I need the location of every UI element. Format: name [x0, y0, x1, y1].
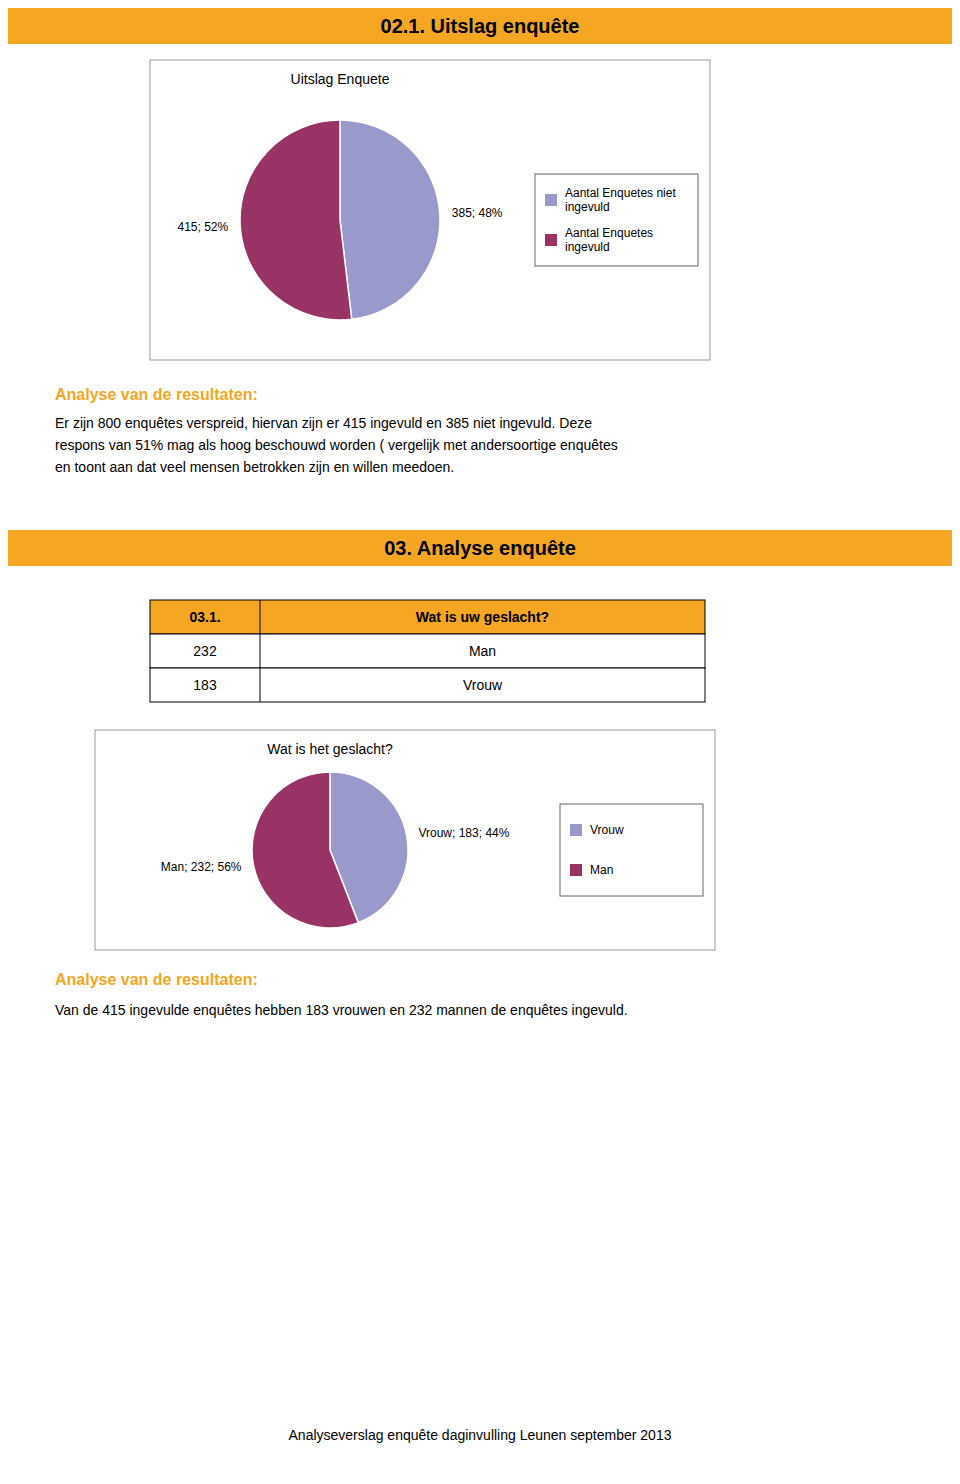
- pie-slice: [240, 120, 352, 320]
- table-divider: [260, 668, 261, 702]
- table-row: [150, 634, 705, 668]
- footer: Analyseverslag enquête daginvulling Leun…: [289, 1427, 672, 1443]
- table-cell: 232: [193, 643, 217, 659]
- analysis-heading: Analyse van de resultaten:: [55, 386, 258, 403]
- legend-swatch: [570, 824, 582, 836]
- chart-title: Uitslag Enquete: [291, 71, 390, 87]
- legend-box: [560, 804, 703, 896]
- analysis-text: Van de 415 ingevulde enquêtes hebben 183…: [55, 1002, 628, 1018]
- chart-box: [95, 730, 715, 950]
- legend: Vrouw Man: [560, 804, 703, 896]
- table-cell: Vrouw: [463, 677, 503, 693]
- table-divider: [260, 600, 261, 634]
- data-label: Vrouw; 183; 44%: [418, 826, 509, 840]
- slices: [240, 120, 440, 320]
- table-header-row: [150, 600, 705, 634]
- pie-chart: Wat is het geslacht? Vrouw; 183; 44% Man; …: [95, 730, 715, 950]
- text-line: Aantal Enquetes niet: [565, 186, 676, 200]
- text-line: ingevuld: [565, 240, 610, 254]
- pie-chart: Uitslag Enquete 385; 48% 415; 52% Aantal En…: [150, 60, 710, 360]
- legend: Aantal Enquetes nietingevuldAantal Enque…: [535, 174, 698, 266]
- text-line: Aantal Enquetes: [565, 226, 653, 240]
- legend-entry: Aantal Enquetes nietingevuld: [565, 186, 676, 214]
- chart-title: Wat is het geslacht?: [267, 741, 393, 757]
- legend-entry: Vrouw: [590, 823, 624, 837]
- table: 03.1. Wat is uw geslacht? 232 Man 183 Vrouw: [150, 600, 705, 702]
- table-cell: Man: [469, 643, 496, 659]
- table-divider: [260, 634, 261, 668]
- header: 02.1. Uitslag enquête: [381, 15, 580, 37]
- legend-entry: Man: [590, 863, 613, 877]
- chart-box: [150, 60, 710, 360]
- table-cell: 183: [193, 677, 217, 693]
- pie-slice: [340, 120, 440, 319]
- analysis-heading: Analyse van de resultaten:: [55, 971, 258, 988]
- data-label: 415; 52%: [177, 220, 228, 234]
- legend-swatch: [570, 864, 582, 876]
- header-band: [8, 530, 952, 566]
- page: 02.1. Uitslag enquête Uitslag Enquete 385;…: [0, 0, 960, 1484]
- legend-box: [535, 174, 698, 266]
- table-cell: Wat is uw geslacht?: [416, 609, 549, 625]
- pie-slice: [252, 772, 358, 928]
- header: 03. Analyse enquête: [384, 537, 576, 559]
- slices: [252, 772, 408, 928]
- background: [0, 0, 960, 1484]
- data-label: Man; 232; 56%: [161, 860, 242, 874]
- data-label: 385; 48%: [452, 206, 503, 220]
- header-band: [8, 8, 952, 44]
- legend-swatch: [545, 194, 557, 206]
- text-line: ingevuld: [565, 200, 610, 214]
- analysis-text: en toont aan dat veel mensen betrokken z…: [55, 459, 454, 475]
- table-row: [150, 668, 705, 702]
- analysis-text: Er zijn 800 enquêtes verspreid, hiervan …: [55, 415, 592, 431]
- legend-entry: Aantal Enquetesingevuld: [565, 226, 653, 254]
- analysis-text: respons van 51% mag als hoog beschouwd w…: [55, 437, 618, 453]
- table-cell: 03.1.: [189, 609, 220, 625]
- legend-swatch: [545, 234, 557, 246]
